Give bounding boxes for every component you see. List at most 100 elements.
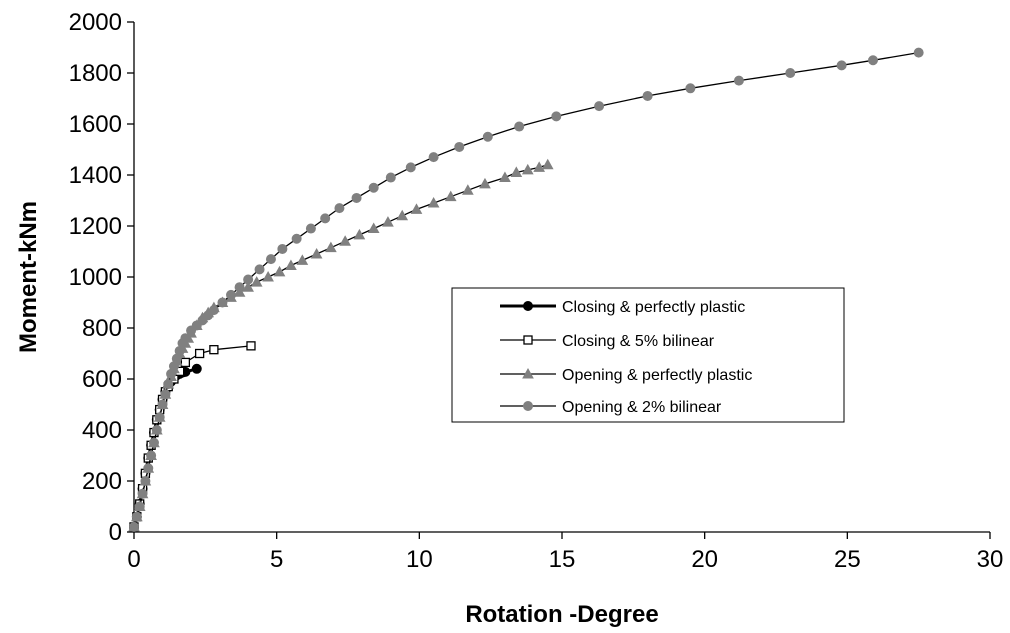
- data-point: [310, 248, 323, 259]
- legend-marker-filled-triangle: [522, 367, 534, 379]
- data-point: [143, 463, 154, 474]
- x-axis-ticks: 0 5 10 15 20 25 30: [127, 532, 1003, 573]
- data-point: [444, 190, 457, 202]
- data-point: [129, 521, 139, 532]
- data-point: [154, 412, 165, 423]
- legend-label: Opening & 2% bilinear: [562, 399, 722, 416]
- data-point: [499, 171, 511, 183]
- data-point: [265, 254, 276, 265]
- x-tick-label: 15: [549, 546, 576, 573]
- x-tick-label: 30: [977, 546, 1004, 573]
- data-point: [209, 345, 219, 355]
- y-tick-label: 1800: [69, 60, 122, 87]
- series-line: [133, 51, 919, 528]
- data-point: [234, 282, 245, 293]
- data-point: [382, 216, 394, 227]
- data-point: [285, 259, 297, 271]
- legend-marker-open-square: [523, 335, 533, 345]
- data-point: [353, 228, 366, 240]
- data-point: [325, 241, 337, 253]
- data-point: [396, 209, 409, 221]
- data-point: [510, 166, 523, 177]
- legend-item-opening-perfectly-plastic: Opening & perfectly plastic: [500, 367, 752, 384]
- data-point: [514, 121, 525, 132]
- y-axis-ticks: 0 200 400 600 800 1000 1200 1400 1600 1800 2000: [69, 9, 134, 546]
- data-point: [273, 265, 286, 277]
- data-point: [140, 476, 151, 486]
- data-point: [208, 305, 219, 316]
- data-point: [291, 233, 302, 244]
- data-point: [160, 389, 171, 400]
- data-point: [334, 203, 345, 214]
- x-tick-label: 5: [270, 546, 283, 573]
- data-point: [191, 363, 202, 374]
- data-point: [242, 281, 254, 292]
- data-point: [461, 184, 474, 195]
- y-tick-label: 2000: [69, 9, 122, 36]
- data-point: [733, 75, 744, 86]
- data-point: [836, 60, 847, 71]
- data-point: [339, 235, 351, 246]
- y-tick-label: 1600: [69, 111, 122, 138]
- data-point: [137, 488, 148, 499]
- data-point: [533, 161, 546, 172]
- data-point: [541, 158, 554, 170]
- data-point: [217, 297, 228, 308]
- data-point: [296, 254, 309, 265]
- y-tick-label: 200: [82, 468, 122, 495]
- data-point: [427, 197, 440, 208]
- data-point: [913, 47, 924, 58]
- data-point: [250, 276, 263, 287]
- data-point: [551, 111, 562, 122]
- data-point: [428, 152, 439, 163]
- data-point: [148, 437, 159, 448]
- data-point: [246, 341, 256, 351]
- legend-label: Closing & perfectly plastic: [562, 299, 745, 316]
- y-tick-label: 1200: [69, 213, 122, 240]
- y-tick-label: 400: [82, 417, 122, 444]
- data-point: [405, 162, 416, 173]
- data-point: [157, 399, 168, 410]
- data-point: [594, 101, 605, 112]
- y-tick-label: 600: [82, 366, 122, 393]
- data-point: [131, 511, 142, 522]
- legend-label: Opening & perfectly plastic: [562, 367, 752, 384]
- legend-label: Closing & 5% bilinear: [562, 333, 715, 350]
- series-3: [129, 47, 924, 532]
- data-point: [482, 131, 493, 142]
- data-point: [243, 274, 254, 285]
- data-point: [454, 141, 465, 152]
- data-point: [151, 425, 162, 435]
- legend-box: [451, 287, 845, 423]
- data-point: [262, 270, 274, 282]
- legend-items: Closing & perfectly plastic Closing & 5%…: [500, 299, 752, 416]
- data-point: [368, 182, 379, 193]
- series-layer: [128, 47, 924, 532]
- data-point: [194, 348, 205, 359]
- x-tick-label: 20: [691, 546, 718, 573]
- data-point: [642, 90, 653, 101]
- legend-item-closing-perfectly-plastic: Closing & perfectly plastic: [500, 299, 745, 316]
- legend-marker-filled-circle: [523, 301, 533, 311]
- data-point: [180, 357, 191, 368]
- y-tick-label: 1000: [69, 264, 122, 291]
- data-point: [685, 83, 696, 94]
- data-point: [868, 55, 879, 66]
- x-tick-label: 0: [127, 546, 140, 573]
- data-point: [226, 289, 237, 300]
- x-axis-title: Rotation -Degree: [465, 601, 658, 628]
- x-tick-label: 10: [406, 546, 433, 573]
- data-point: [277, 243, 288, 254]
- y-tick-label: 1400: [69, 162, 122, 189]
- data-point: [351, 192, 362, 203]
- data-point: [410, 203, 423, 214]
- data-point: [785, 68, 796, 78]
- data-point: [180, 333, 191, 344]
- legend-item-closing-5-bilinear: Closing & 5% bilinear: [500, 333, 715, 350]
- data-point: [305, 223, 316, 234]
- y-tick-label: 0: [109, 519, 122, 546]
- legend-item-opening-2-bilinear: Opening & 2% bilinear: [500, 399, 722, 416]
- data-point: [320, 213, 331, 224]
